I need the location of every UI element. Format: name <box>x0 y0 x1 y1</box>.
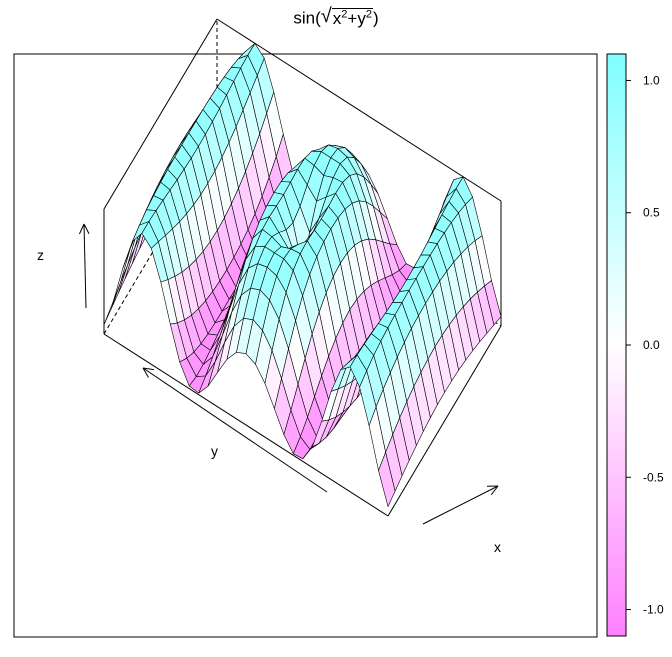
z-axis-label: z <box>37 247 44 263</box>
title-plus: + <box>347 8 358 28</box>
colorkey: -1.0 -0.5 0.0 0.5 1.0 <box>606 53 664 637</box>
colorkey-tick-label: 0.5 <box>643 206 660 220</box>
y-axis-label: y <box>211 443 218 459</box>
chart-title: sin(√ x2+y2) <box>0 5 672 29</box>
panel-frame <box>13 53 598 638</box>
box-edge <box>216 18 502 202</box>
radical-sign-icon: √ <box>320 5 332 27</box>
title-exp-x: 2 <box>341 8 348 20</box>
x-axis-label: x <box>494 539 501 555</box>
colorkey-tick-label: 0.0 <box>643 338 660 352</box>
colorkey-tick-label: -0.5 <box>643 470 664 484</box>
y-axis-arrow-head <box>142 367 154 371</box>
x-axis-arrow <box>422 485 499 525</box>
z-axis-arrow <box>83 223 87 309</box>
y-axis-arrow-head <box>142 367 149 378</box>
box-edge <box>103 18 218 210</box>
radicand: x2+y2 <box>331 7 373 28</box>
x-axis-arrow-head <box>490 485 499 496</box>
colorkey-tick-label: 1.0 <box>643 73 660 87</box>
title-y: y <box>357 8 366 28</box>
colorkey-bar <box>606 53 627 637</box>
z-axis-arrow-head <box>83 223 90 235</box>
y-axis-arrow <box>142 367 328 493</box>
axis-arrows <box>78 223 499 525</box>
surface-facet <box>113 248 131 302</box>
colorkey-ticks: -1.0 -0.5 0.0 0.5 1.0 <box>626 73 664 617</box>
surface-facet <box>378 451 396 507</box>
z-axis-arrow-head <box>78 223 85 235</box>
surface-mesh <box>103 43 502 507</box>
colorkey-tick-label: -1.0 <box>643 603 664 617</box>
sqrt-radical: √ x2+y2 <box>320 5 373 29</box>
box-front-edges <box>103 18 502 517</box>
title-suffix: ) <box>372 8 379 28</box>
box-edge <box>387 325 502 517</box>
title-x: x <box>332 8 342 28</box>
title-exp-y: 2 <box>365 8 372 20</box>
box-edge <box>103 333 389 517</box>
title-prefix: sin( <box>293 8 321 28</box>
